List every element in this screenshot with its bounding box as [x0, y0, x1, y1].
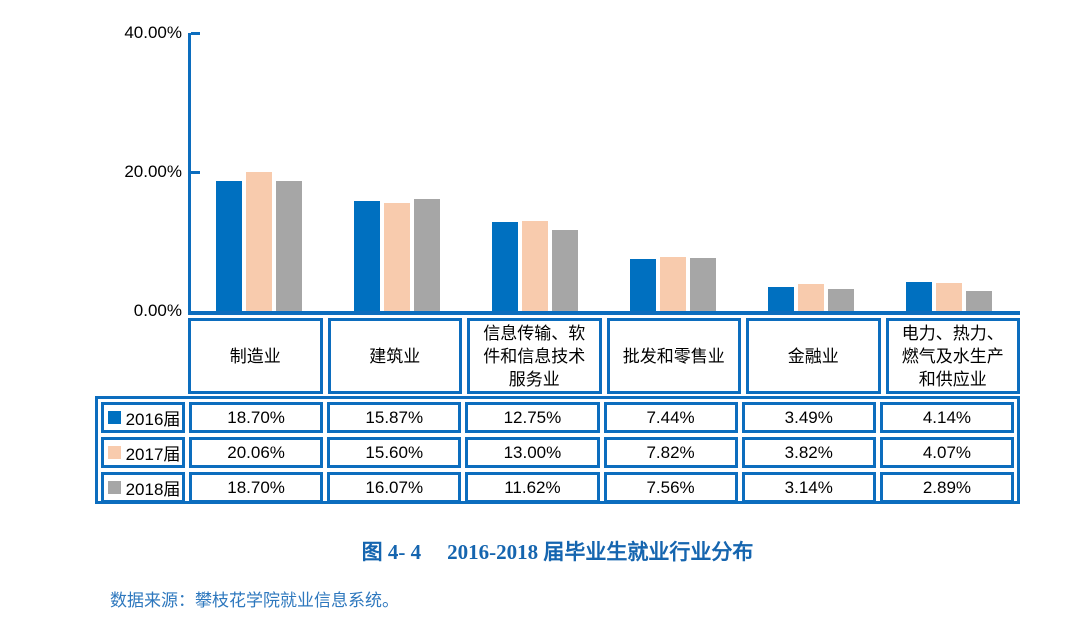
value-cell: 2.89% — [879, 472, 1014, 503]
value-cell: 7.56% — [603, 472, 738, 503]
bar-2018届-制造业 — [276, 181, 302, 311]
figure-title: 2016-2018 届毕业生就业行业分布 — [447, 540, 754, 564]
data-source: 数据来源：攀枝花学院就业信息系统。 — [110, 591, 399, 610]
category-header-cell: 电力、热力、燃气及水生产和供应业 — [885, 318, 1020, 394]
series-row-label: 2017届 — [101, 437, 185, 468]
bar-2017届-制造业 — [246, 171, 272, 311]
value-cell: 13.00% — [465, 437, 600, 468]
y-axis-tick — [191, 170, 200, 174]
value-cell: 3.82% — [741, 437, 876, 468]
series-name: 2017届 — [125, 445, 181, 464]
bar-2018届-建筑业 — [414, 199, 440, 311]
bar-2017届-信息传输、软件和信息技术服务业 — [522, 220, 548, 311]
bar-2018届-金融业 — [828, 289, 854, 311]
category-header-cell: 制造业 — [188, 318, 323, 394]
series-name: 2018届 — [125, 480, 181, 499]
bar-2016届-制造业 — [216, 181, 242, 311]
bar-2018届-电力、热力、燃气及水生产和供应业 — [966, 290, 992, 311]
data-table-grid: 2016届 18.70% 15.87% 12.75% 7.44% 3.49% 4.14% 20… — [101, 402, 1014, 503]
value-cell: 20.06% — [189, 437, 324, 468]
value-cell: 18.70% — [189, 472, 324, 503]
category-header-cell: 金融业 — [746, 318, 881, 394]
series-row-label: 2016届 — [101, 402, 185, 433]
category-header-cell: 批发和零售业 — [606, 318, 741, 394]
bar-2017届-金融业 — [798, 284, 824, 311]
category-header-cell: 信息传输、软件和信息技术服务业 — [467, 318, 602, 394]
value-cell: 4.07% — [879, 437, 1014, 468]
bar-2016届-电力、热力、燃气及水生产和供应业 — [906, 282, 932, 311]
bar-2018届-信息传输、软件和信息技术服务业 — [552, 230, 578, 311]
value-cell: 11.62% — [465, 472, 600, 503]
value-cell: 7.82% — [603, 437, 738, 468]
series-row-label: 2018届 — [101, 472, 185, 503]
value-cell: 12.75% — [465, 402, 600, 433]
value-cell: 15.60% — [327, 437, 462, 468]
y-axis-label: 0.00% — [133, 301, 182, 320]
bar-2017届-建筑业 — [384, 202, 410, 311]
series-name: 2016届 — [125, 410, 181, 429]
x-axis-line — [188, 311, 1020, 315]
value-cell: 18.70% — [189, 402, 324, 433]
legend-swatch-2018届 — [107, 481, 121, 494]
data-table: 2016届 18.70% 15.87% 12.75% 7.44% 3.49% 4.14% 20… — [95, 396, 1020, 504]
bar-2017届-电力、热力、燃气及水生产和供应业 — [936, 282, 962, 311]
legend-swatch-2016届 — [107, 411, 121, 424]
bar-2017届-批发和零售业 — [660, 256, 686, 311]
value-cell: 3.49% — [741, 402, 876, 433]
y-axis-label: 20.00% — [124, 162, 182, 181]
category-header-row: 制造业 建筑业 信息传输、软件和信息技术服务业 批发和零售业 金融业 电力、热力、燃气及水… — [188, 318, 1020, 394]
value-cell: 16.07% — [327, 472, 462, 503]
bar-2018届-批发和零售业 — [690, 258, 716, 311]
y-axis-line — [188, 33, 191, 311]
y-axis-tick — [191, 31, 200, 35]
figure-caption: 图 4- 4 2016-2018 届毕业生就业行业分布 — [95, 536, 1020, 566]
value-cell: 15.87% — [327, 402, 462, 433]
bar-2016届-批发和零售业 — [630, 259, 656, 311]
plot-area — [190, 33, 1018, 311]
category-header-cell: 建筑业 — [327, 318, 462, 394]
figure-number: 图 4- 4 — [361, 540, 422, 564]
legend-swatch-2017届 — [107, 446, 121, 459]
bar-2016届-金融业 — [768, 286, 794, 311]
value-cell: 4.14% — [879, 402, 1014, 433]
y-axis-label: 40.00% — [124, 23, 182, 42]
value-cell: 7.44% — [603, 402, 738, 433]
value-cell: 3.14% — [741, 472, 876, 503]
bar-2016届-信息传输、软件和信息技术服务业 — [492, 222, 518, 311]
bar-2016届-建筑业 — [354, 200, 380, 311]
